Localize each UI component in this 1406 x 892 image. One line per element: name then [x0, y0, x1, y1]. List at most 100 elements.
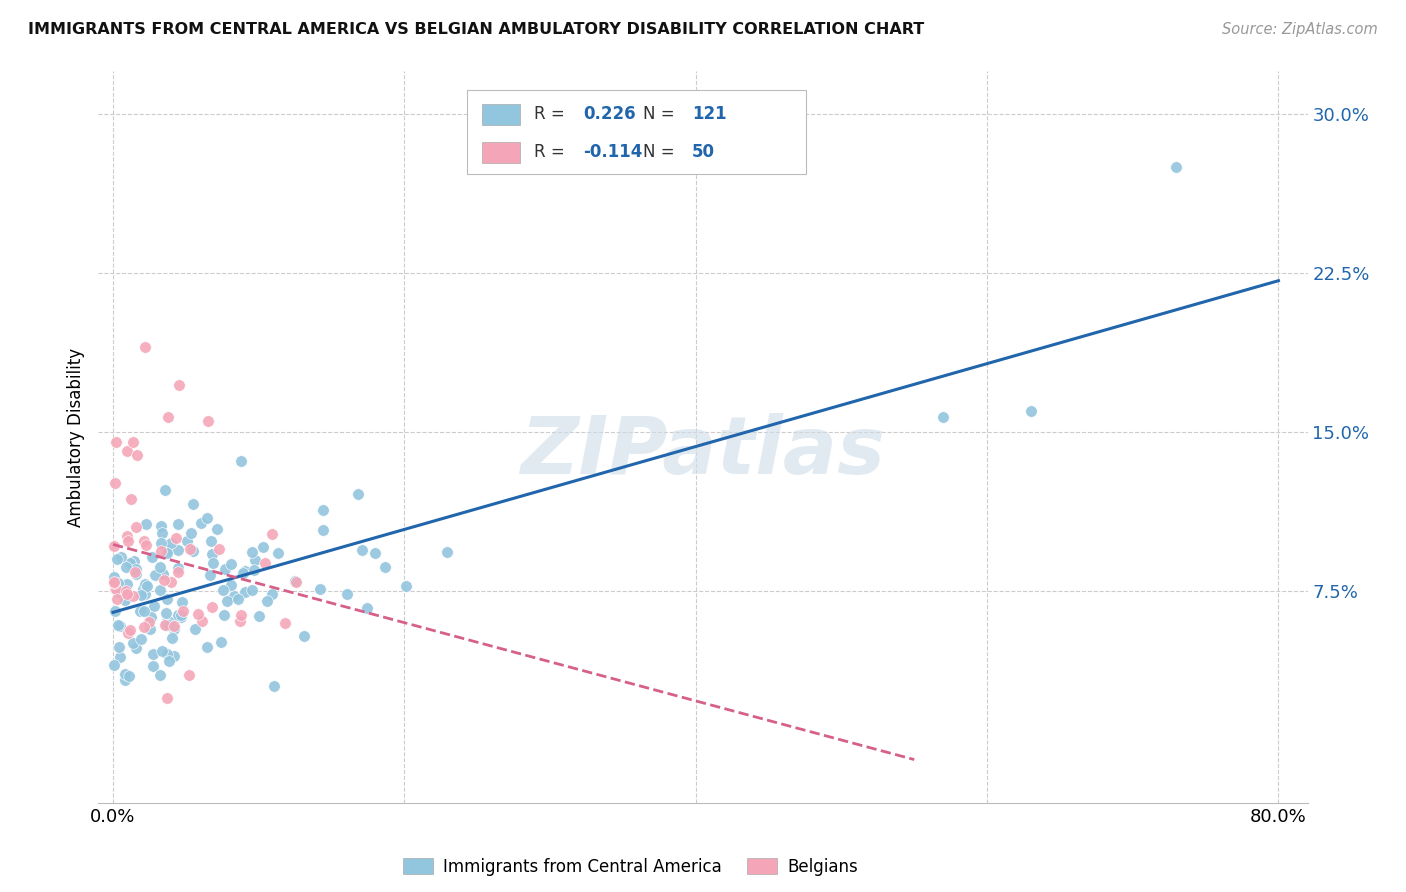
Point — [190, 516, 212, 531]
Text: R =: R = — [534, 104, 569, 123]
Point — [160, 535, 183, 549]
Point — [103, 539, 125, 553]
Point — [309, 582, 332, 597]
Point — [139, 610, 162, 624]
Point — [156, 546, 179, 560]
Point — [142, 658, 165, 673]
Point — [131, 582, 153, 596]
Point — [122, 554, 145, 568]
Point — [155, 617, 177, 632]
Point — [245, 553, 267, 567]
Point — [157, 654, 180, 668]
Point — [108, 650, 131, 665]
Point — [356, 601, 378, 615]
Legend: Immigrants from Central America, Belgians: Immigrants from Central America, Belgian… — [396, 851, 865, 883]
Point — [346, 486, 368, 500]
Point — [120, 556, 142, 570]
Point — [167, 543, 190, 558]
Point — [172, 595, 194, 609]
Point — [120, 492, 142, 507]
Point — [150, 525, 173, 540]
Point — [103, 570, 125, 584]
Point — [170, 608, 193, 623]
Point — [107, 576, 129, 591]
Point — [156, 618, 179, 632]
Point — [122, 434, 145, 449]
Point — [117, 534, 139, 549]
Point — [179, 541, 201, 556]
Text: N =: N = — [643, 104, 679, 123]
Point — [232, 566, 254, 580]
FancyBboxPatch shape — [482, 104, 520, 125]
Point — [134, 340, 156, 354]
Point — [138, 615, 160, 629]
Point — [149, 536, 172, 550]
Point — [226, 592, 249, 607]
Point — [149, 582, 172, 597]
Point — [166, 516, 188, 531]
FancyBboxPatch shape — [482, 143, 520, 163]
Point — [118, 669, 141, 683]
Point — [108, 585, 131, 599]
Point — [187, 607, 209, 622]
Point — [179, 668, 201, 682]
Point — [197, 414, 219, 428]
Point — [160, 575, 183, 590]
Point — [125, 448, 148, 462]
Point — [149, 560, 172, 574]
Point — [284, 574, 307, 588]
Point — [124, 520, 146, 534]
Point — [181, 497, 204, 511]
Point — [157, 409, 180, 424]
Point — [374, 559, 396, 574]
Point — [105, 582, 128, 597]
Point — [139, 622, 162, 636]
Point — [155, 606, 177, 620]
Point — [201, 599, 224, 614]
Point — [157, 542, 180, 557]
Point — [149, 518, 172, 533]
Point — [214, 562, 236, 576]
Point — [200, 533, 222, 548]
Point — [212, 582, 235, 597]
Point — [103, 574, 125, 589]
Point — [240, 545, 263, 559]
Point — [1019, 403, 1042, 417]
Text: -0.114: -0.114 — [583, 143, 643, 161]
Point — [263, 679, 285, 693]
Point — [229, 453, 252, 467]
Point — [149, 543, 172, 558]
Point — [256, 594, 278, 608]
Point — [215, 594, 238, 608]
Point — [104, 604, 127, 618]
Point — [221, 558, 243, 572]
Point — [292, 629, 315, 643]
Point — [166, 607, 188, 622]
Point — [104, 582, 127, 596]
Text: R =: R = — [534, 143, 569, 161]
Point — [142, 599, 165, 613]
Point — [134, 604, 156, 618]
Point — [114, 667, 136, 681]
Point — [209, 635, 232, 649]
Point — [121, 589, 143, 603]
Point — [103, 658, 125, 673]
Point — [169, 609, 191, 624]
Point — [124, 565, 146, 579]
Text: 121: 121 — [692, 104, 727, 123]
Point — [159, 618, 181, 632]
Point — [135, 538, 157, 552]
Point — [117, 625, 139, 640]
Point — [207, 541, 229, 556]
Point — [156, 691, 179, 706]
Point — [285, 575, 308, 590]
Point — [160, 631, 183, 645]
Point — [136, 579, 159, 593]
Point — [114, 584, 136, 599]
Point — [162, 649, 184, 664]
Point — [202, 556, 225, 570]
Point — [252, 541, 274, 555]
Point — [156, 647, 179, 661]
Point — [260, 527, 283, 541]
Point — [311, 523, 333, 537]
